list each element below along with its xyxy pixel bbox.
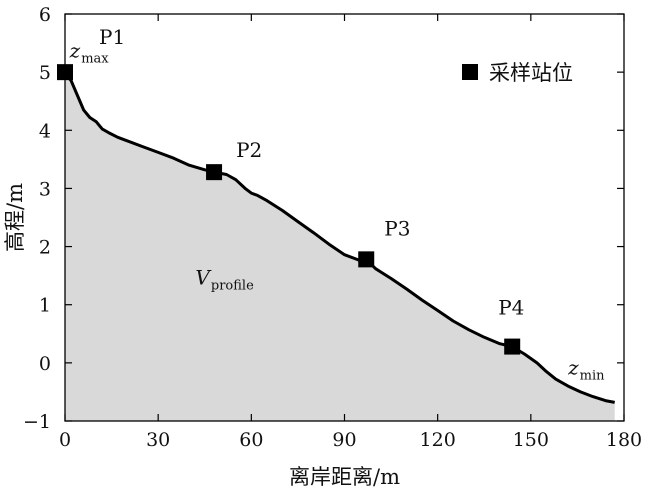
station-label-p2: P2	[236, 138, 262, 162]
station-marker-p4	[504, 338, 521, 355]
y-tick-label: 4	[39, 120, 51, 142]
annotation-z-min: zmin	[567, 355, 605, 383]
annotation-main: V	[195, 265, 212, 289]
labels: 0 30 60 90 120 150 180 −1 0 1 2 3 4 5 6 离岸距离/m 高程/m P1 P2 P…	[3, 4, 642, 489]
legend-marker	[462, 64, 478, 80]
x-tick-label: 0	[59, 429, 71, 451]
x-tick-label: 30	[146, 429, 170, 451]
y-tick-label: 6	[39, 4, 51, 26]
station-marker-p3	[358, 251, 375, 268]
profile-line	[63, 71, 615, 404]
axis-ticks	[64, 13, 625, 422]
y-tick-label: 5	[39, 62, 51, 84]
annotation-v-profile: Vprofile	[195, 265, 254, 293]
annotation-sub: profile	[211, 278, 254, 293]
station-label-p1: P1	[99, 25, 125, 49]
y-axis-title: 高程/m	[3, 183, 27, 252]
y-tick-label: 2	[39, 237, 51, 259]
station-marker-p2	[206, 164, 223, 181]
x-tick-label: 150	[513, 429, 549, 451]
y-tick-label: 1	[39, 295, 51, 317]
x-tick-label: 90	[332, 429, 356, 451]
annotation-z-max: zmax	[69, 39, 110, 67]
x-tick-label: 180	[606, 429, 642, 451]
annotation-sub: min	[580, 368, 605, 383]
legend: 采样站位	[462, 61, 573, 85]
y-tick-label: 0	[39, 353, 51, 375]
x-axis-title: 离岸距离/m	[289, 465, 400, 489]
annotation-main: z	[567, 355, 579, 379]
station-label-p4: P4	[498, 296, 524, 320]
x-tick-label: 60	[239, 429, 263, 451]
annotation-sub: max	[81, 52, 109, 67]
legend-label: 采样站位	[489, 61, 573, 85]
plot-area	[63, 71, 615, 421]
station-label-p3: P3	[384, 216, 410, 240]
y-tick-label: 3	[39, 178, 51, 200]
annotation-main: z	[69, 39, 81, 63]
x-tick-label: 120	[420, 429, 456, 451]
profile-area	[65, 72, 615, 421]
y-tick-label: −1	[23, 411, 51, 433]
